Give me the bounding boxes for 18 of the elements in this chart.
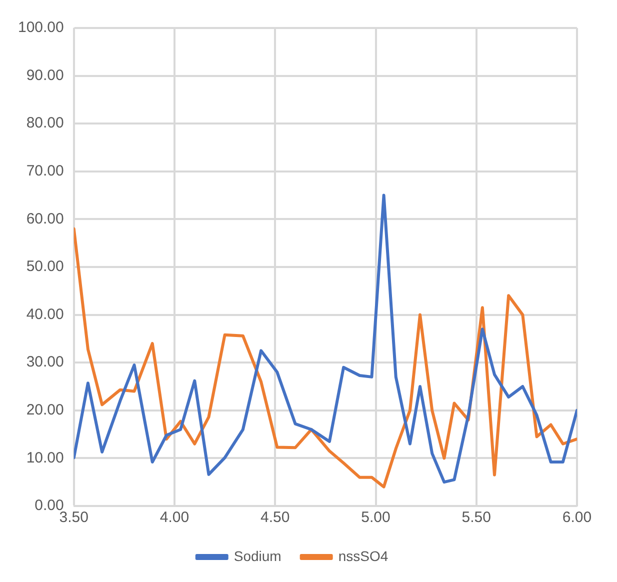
y-tick-label: 30.00 xyxy=(26,354,64,371)
y-tick-label: 80.00 xyxy=(26,114,64,132)
legend-label: Sodium xyxy=(234,548,282,564)
x-tick-label: 6.00 xyxy=(562,509,592,526)
x-tick-label: 5.00 xyxy=(361,509,390,526)
y-tick-label: 20.00 xyxy=(26,402,64,419)
x-tick-label: 3.50 xyxy=(59,509,88,526)
x-tick-label: 5.50 xyxy=(462,509,491,526)
y-tick-label: 70.00 xyxy=(26,162,64,180)
x-tick-label: 4.00 xyxy=(160,509,190,526)
y-tick-label: 40.00 xyxy=(26,306,64,323)
y-tick-label: 100.00 xyxy=(18,19,64,36)
x-tick-label: 4.50 xyxy=(260,509,290,526)
y-tick-label: 10.00 xyxy=(26,449,64,466)
y-tick-label: 60.00 xyxy=(26,210,64,228)
y-tick-label: 50.00 xyxy=(26,258,64,276)
legend-label: nssSO4 xyxy=(338,548,388,564)
y-tick-label: 90.00 xyxy=(26,66,64,84)
